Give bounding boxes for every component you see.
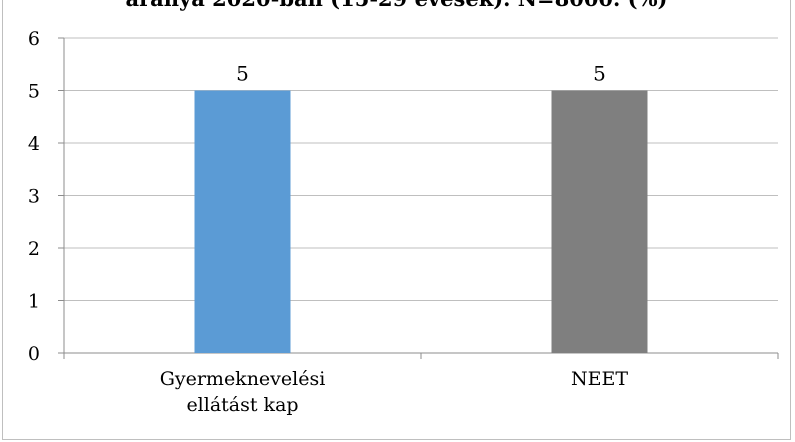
data-label: 5 (593, 62, 606, 86)
bars (194, 90, 648, 353)
y-tick-label: 5 (28, 81, 40, 103)
chart-title: aránya 2020-ban (15-29 évesek). N=8000. … (3, 0, 790, 11)
y-tick-label: 0 (28, 343, 40, 365)
bar-2 (551, 90, 648, 353)
y-tick-label: 3 (28, 186, 40, 208)
axes (58, 37, 779, 359)
gridlines (64, 37, 778, 301)
x-category-label: ellátást kap (186, 394, 298, 416)
labels: 0 1 2 3 4 5 6 5 Gyermeknevelési ellátást kap 5 NEET (28, 28, 628, 416)
y-tick-label: 4 (28, 133, 40, 155)
bar-1 (194, 90, 291, 353)
y-tick-label: 2 (28, 238, 40, 260)
data-label: 5 (236, 62, 249, 86)
y-tick-label: 6 (28, 28, 40, 50)
y-tick-label: 1 (28, 291, 40, 313)
x-category-label: Gyermeknevelési (160, 368, 326, 390)
x-category-label: NEET (571, 368, 628, 390)
